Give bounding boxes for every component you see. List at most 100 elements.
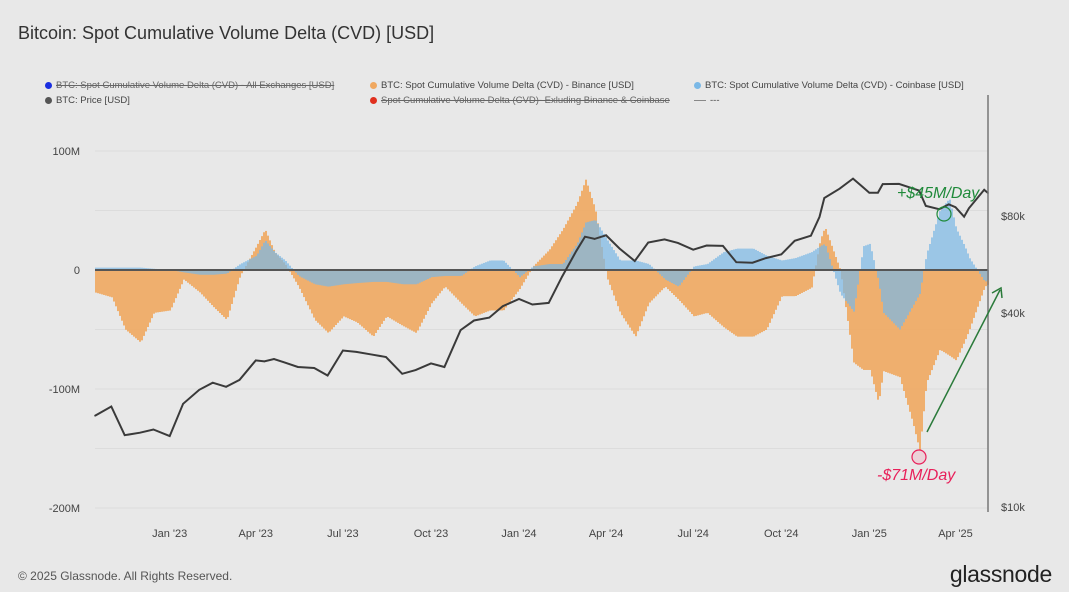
cvd-bar: [771, 270, 773, 319]
y-right-tick-label: $10k: [1001, 502, 1025, 514]
legend-item-excluding[interactable]: Spot Cumulative Volume Delta (CVD)- Exlu…: [370, 95, 670, 106]
price-point: [443, 366, 446, 368]
cvd-bar: [809, 252, 811, 270]
cvd-bar: [981, 270, 983, 296]
cvd-bar: [257, 253, 259, 270]
legend-item-dashed[interactable]: ---: [694, 95, 720, 106]
price-point: [954, 206, 957, 208]
cvd-bar: [423, 270, 425, 319]
cvd-bar: [827, 252, 829, 270]
cvd-bar: [483, 270, 485, 313]
cvd-bar: [437, 270, 439, 296]
cvd-bar: [121, 267, 123, 270]
y-left-tick-label: -200M: [49, 503, 80, 515]
cvd-bar: [325, 270, 327, 287]
legend-item-binance[interactable]: BTC: Spot Cumulative Volume Delta (CVD) …: [370, 80, 634, 91]
cvd-bar: [687, 270, 689, 275]
cvd-bar: [605, 237, 607, 270]
legend-label: BTC: Price [USD]: [56, 95, 130, 106]
cvd-bar: [479, 264, 481, 270]
cvd-bar: [729, 250, 731, 270]
cvd-bar: [829, 259, 831, 270]
cvd-bar: [321, 270, 323, 327]
cvd-bar: [329, 270, 331, 332]
cvd-bar: [97, 267, 99, 270]
cvd-bar: [651, 266, 653, 270]
cvd-bar: [769, 270, 771, 323]
cvd-bar: [291, 267, 293, 270]
cvd-bar: [307, 270, 309, 281]
cvd-bar: [793, 270, 795, 297]
cvd-bar: [901, 270, 903, 326]
cvd-bar: [891, 270, 893, 322]
cvd-bar: [749, 270, 751, 337]
cvd-bar: [921, 270, 923, 432]
cvd-bar: [129, 270, 131, 334]
cvd-bar: [521, 270, 523, 286]
cvd-bar: [179, 270, 181, 289]
legend-item-price[interactable]: BTC: Price [USD]: [45, 95, 130, 106]
cvd-bar: [941, 270, 943, 351]
legend-item-all-exchanges[interactable]: BTC: Spot Cumulative Volume Delta (CVD) …: [45, 80, 334, 91]
cvd-bar: [211, 270, 213, 306]
cvd-bar: [781, 270, 783, 297]
cvd-bar: [303, 270, 305, 298]
cvd-bar: [813, 250, 815, 270]
price-point: [225, 386, 227, 388]
cvd-bar: [573, 248, 575, 270]
cvd-bar: [251, 258, 253, 270]
cvd-bar: [889, 270, 891, 374]
cvd-bar: [675, 270, 677, 286]
cvd-bar: [609, 270, 611, 285]
cvd-bar: [497, 260, 499, 270]
cvd-bar: [537, 265, 539, 270]
price-point: [430, 362, 432, 365]
cvd-bar: [523, 270, 525, 283]
cvd-bar: [923, 270, 925, 412]
cvd-bar: [269, 245, 271, 270]
cvd-bar: [869, 243, 871, 270]
cvd-bar: [629, 260, 631, 270]
cvd-bar: [869, 270, 871, 370]
cvd-bar: [311, 270, 313, 314]
x-tick-label: Jul '23: [327, 528, 358, 540]
cvd-bar: [193, 270, 195, 274]
cvd-bar: [365, 270, 367, 330]
cvd-bar: [123, 267, 125, 270]
cvd-bar: [147, 270, 149, 328]
cvd-bar: [443, 270, 445, 277]
cvd-bar: [929, 270, 931, 376]
cvd-bar: [667, 270, 669, 281]
price-point: [531, 303, 534, 306]
cvd-bar: [887, 270, 889, 373]
cvd-bar: [913, 270, 915, 305]
price-point: [488, 316, 491, 319]
cvd-bar: [549, 249, 551, 270]
cvd-bar: [199, 270, 201, 293]
cvd-bar: [619, 259, 621, 270]
cvd-bar: [847, 270, 849, 304]
cvd-bar: [911, 270, 913, 309]
cvd-bar: [797, 270, 799, 295]
cvd-bar: [753, 270, 755, 337]
cvd-bar: [983, 270, 985, 281]
cvd-bar: [299, 270, 301, 289]
cvd-bar: [587, 221, 589, 270]
cvd-bar: [437, 270, 439, 277]
cvd-bar: [755, 249, 757, 270]
cvd-bar: [861, 270, 863, 369]
cvd-bar: [799, 270, 801, 294]
cvd-bar: [617, 256, 619, 270]
chart-title: Bitcoin: Spot Cumulative Volume Delta (C…: [18, 23, 435, 43]
cvd-bar: [725, 270, 727, 329]
price-point: [705, 244, 708, 247]
legend-item-coinbase[interactable]: BTC: Spot Cumulative Volume Delta (CVD) …: [694, 80, 964, 91]
price-point: [518, 298, 520, 300]
cvd-bar: [871, 251, 873, 270]
cvd-bar: [127, 270, 129, 332]
cvd-bar: [683, 270, 685, 280]
cvd-bar: [705, 270, 707, 314]
cvd-bar: [237, 265, 239, 270]
cvd-bar: [833, 270, 835, 273]
price-point: [868, 192, 871, 194]
